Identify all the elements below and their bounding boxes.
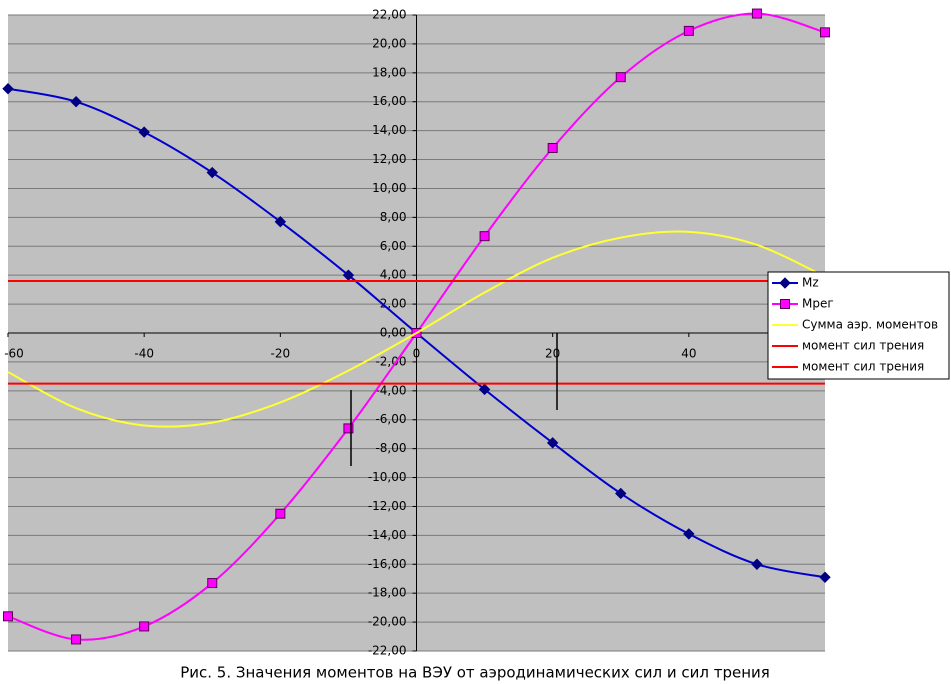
y-tick-label: -16,00: [368, 557, 407, 571]
marker: [479, 231, 490, 242]
x-tick-label: 40: [681, 347, 696, 361]
marker: [751, 8, 762, 19]
y-tick-label: -6,00: [375, 412, 406, 426]
y-tick-label: 12,00: [372, 152, 406, 166]
marker: [546, 437, 559, 449]
y-tick-label: -14,00: [368, 528, 407, 542]
y-tick-label: -10,00: [368, 470, 407, 484]
x-tick-label: 20: [545, 347, 560, 361]
marker: [206, 166, 218, 179]
marker: [3, 611, 13, 622]
marker: [547, 142, 558, 153]
marker: [343, 423, 354, 434]
legend-label: Mz: [802, 276, 819, 290]
x-tick-label: -40: [134, 347, 154, 361]
legend-marker: [780, 299, 790, 309]
caption: Рис. 5. Значения моментов на ВЭУ от аэро…: [180, 664, 770, 682]
y-tick-label: -8,00: [375, 441, 406, 455]
y-tick-label: 2,00: [380, 297, 407, 311]
legend-label: Сумма аэр. моментов: [802, 318, 938, 332]
y-tick-label: 22,00: [372, 8, 406, 22]
marker: [138, 126, 150, 138]
marker: [615, 72, 626, 83]
marker: [615, 487, 627, 500]
marker: [207, 578, 218, 589]
marker: [275, 508, 286, 519]
y-tick-label: -12,00: [368, 499, 407, 513]
marker: [71, 634, 82, 645]
y-tick-label: -20,00: [368, 615, 407, 629]
series-line: [7, 230, 826, 428]
y-tick-label: 8,00: [380, 210, 407, 224]
y-tick-label: -4,00: [375, 383, 406, 397]
y-tick-label: 16,00: [372, 94, 406, 108]
y-tick-label: -22,00: [368, 644, 407, 658]
legend-label: момент сил трения: [802, 360, 924, 374]
legend-marker: [779, 277, 791, 289]
y-tick-label: -2,00: [375, 354, 406, 368]
marker: [751, 558, 763, 570]
legend-label: момент сил трения: [802, 339, 924, 353]
marker: [139, 621, 150, 632]
x-tick-label: -60: [4, 347, 24, 361]
y-tick-label: -18,00: [368, 586, 407, 600]
marker: [274, 215, 287, 228]
y-tick-label: 4,00: [380, 268, 407, 282]
marker: [2, 83, 14, 95]
y-tick-label: 14,00: [372, 123, 406, 137]
marker: [820, 27, 830, 38]
y-tick-label: 18,00: [372, 65, 406, 79]
marker: [70, 96, 82, 108]
x-tick-label: -20: [271, 347, 291, 361]
marker: [683, 25, 694, 36]
y-tick-label: 6,00: [380, 239, 407, 253]
marker: [819, 571, 831, 583]
marker: [478, 383, 491, 396]
marker: [683, 528, 695, 540]
y-tick-label: 10,00: [372, 181, 406, 195]
legend-box: [767, 271, 950, 380]
legend-label: Mрег: [802, 297, 834, 311]
y-tick-label: 20,00: [372, 36, 406, 50]
